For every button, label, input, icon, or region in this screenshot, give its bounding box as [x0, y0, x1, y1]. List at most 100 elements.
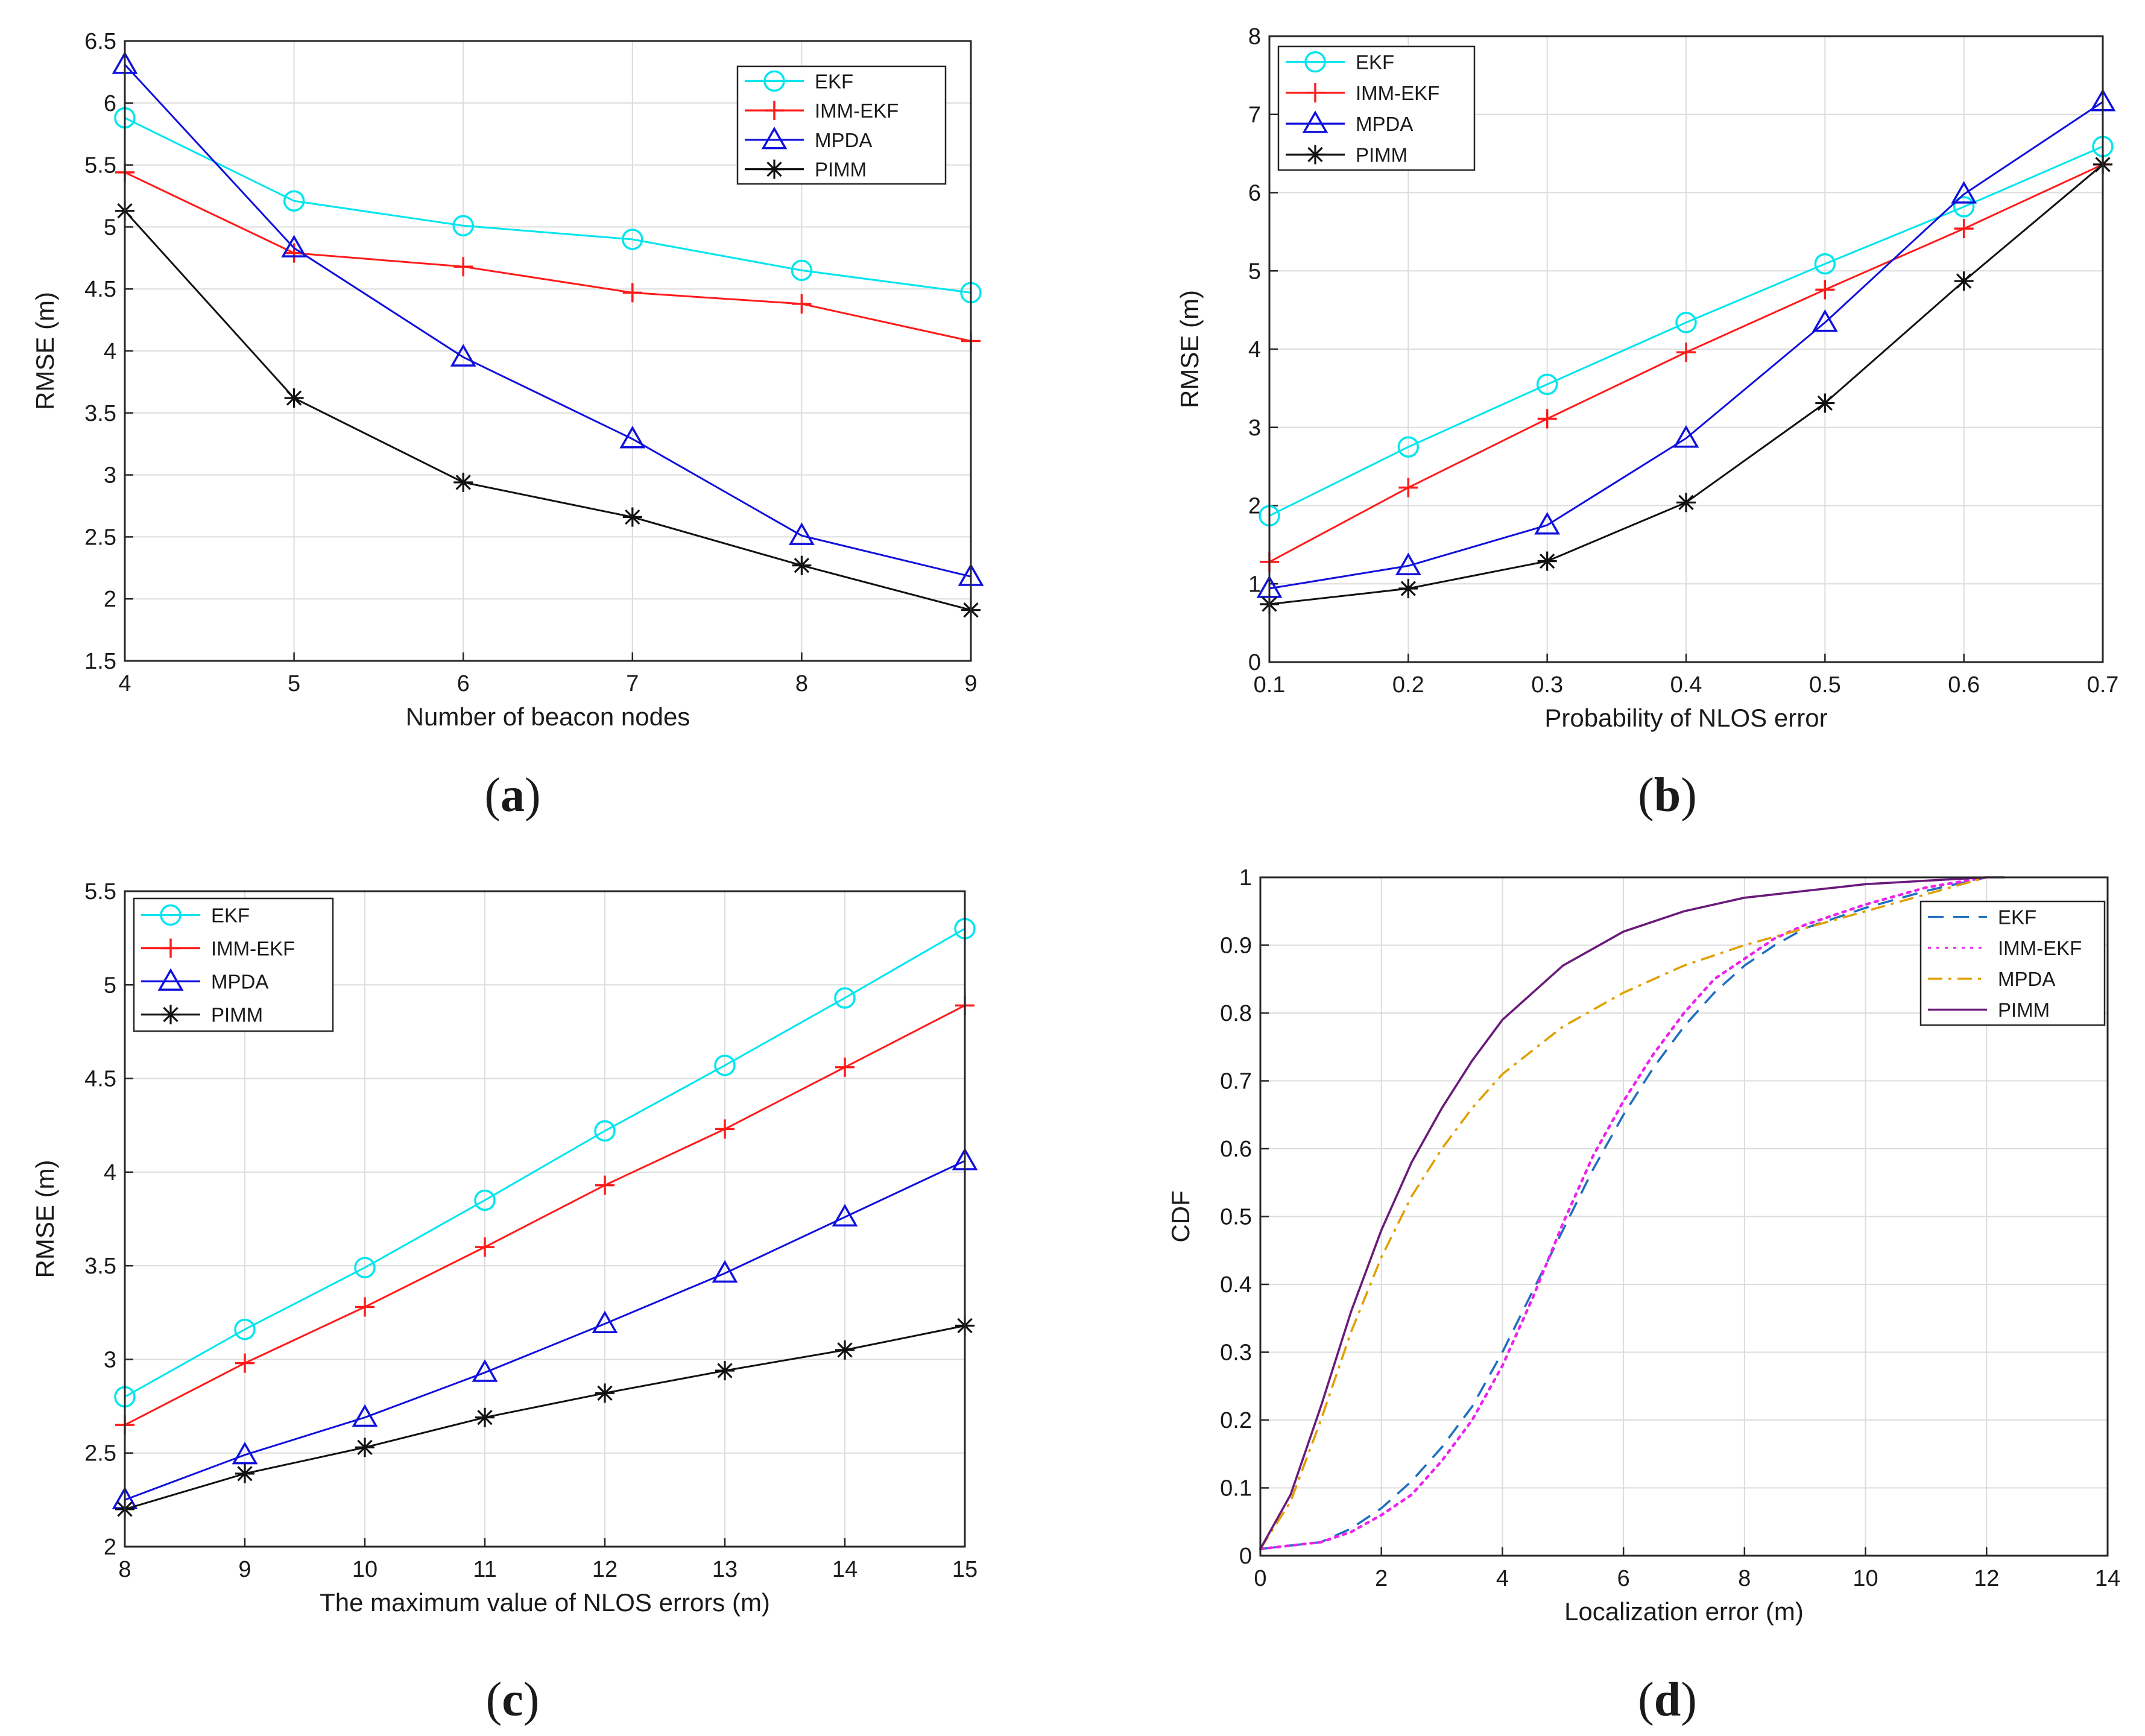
panel-b-axes-frame	[1268, 35, 2104, 663]
panel-b-series-mpda-marker	[1812, 309, 1838, 332]
panel-c-legend-label-imm-ekf: IMM-EKF	[211, 938, 295, 960]
panel-b-y-tick-label: 3	[1248, 415, 1261, 441]
panel-c-series-ekf-marker	[234, 1318, 256, 1340]
panel-a-series-pimm-line	[124, 210, 971, 611]
panel-c-y-tick-label: 3	[104, 1347, 116, 1372]
panel-c-series-pimm-marker	[235, 1463, 254, 1483]
panel-d-y-tick-label: 0	[1239, 1544, 1252, 1569]
panel-c-x-tick-label: 13	[712, 1557, 738, 1582]
panel-a-y-tick-label: 3.5	[84, 401, 116, 426]
panel-b-y-tick-label: 4	[1248, 337, 1261, 362]
panel-d-series-ekf-line	[1260, 876, 1987, 1550]
chart-panel-c: 8 9 10 11 12 13 14 15 2 2.5 3 3.5 4 4.5 5 5.5 The maximu…	[31, 879, 978, 1617]
panel-c-series-pimm-marker	[835, 1340, 855, 1360]
panel-b-y-tick-label: 6	[1248, 181, 1261, 206]
panel-b-x-tick-label: 0.5	[1809, 672, 1841, 698]
panel-b-x-tick-label: 0.4	[1670, 672, 1702, 698]
caption-c: (c)	[486, 1673, 540, 1726]
panel-a-legend-label-imm-ekf: IMM-EKF	[815, 99, 899, 122]
panel-c-legend-label-ekf: EKF	[211, 904, 250, 927]
panel-c-legend-ekf-marker	[160, 904, 182, 926]
panel-c-legend-pimm-marker	[161, 1005, 180, 1024]
panel-a-x-tick-label: 7	[626, 671, 639, 696]
panel-d-x-tick-label: 0	[1254, 1566, 1266, 1591]
caption-d: (d)	[1638, 1673, 1697, 1726]
panel-c-series-mpda-marker	[712, 1260, 738, 1283]
panel-d-x-tick-label: 4	[1496, 1566, 1509, 1591]
panel-b-x-tick-label: 0.3	[1531, 672, 1563, 698]
panel-b-legend-label-mpda: MPDA	[1356, 113, 1413, 135]
panel-d-legend-label-pimm: PIMM	[1998, 999, 2050, 1021]
panel-d-series-pimm-line	[1259, 876, 2005, 1550]
panel-c-series-ekf-marker	[834, 987, 856, 1009]
panel-a-series-ekf-line	[124, 117, 971, 294]
panel-b-series-pimm-marker	[1676, 493, 1696, 513]
panel-c-x-tick-label: 10	[352, 1557, 378, 1582]
panel-c-legend-label-pimm: PIMM	[211, 1004, 263, 1026]
panel-a-legend-label-mpda: MPDA	[815, 129, 872, 151]
panel-a-series-pimm-marker	[284, 388, 304, 408]
panel-d-y-tick-label: 0.1	[1220, 1476, 1252, 1501]
panel-a-x-tick-label: 6	[457, 671, 470, 696]
panel-b-x-tick-label: 0.6	[1948, 672, 1980, 698]
panel-d-axes-frame	[1259, 876, 2109, 1557]
panel-a-y-axis-label: RMSE (m)	[31, 292, 59, 410]
panel-a-series-pimm-marker	[622, 507, 642, 527]
panel-c-series-imm-ekf-marker	[835, 1057, 855, 1077]
panel-c-axes-frame	[124, 890, 966, 1548]
panel-a-x-tick-label: 9	[964, 671, 977, 696]
panel-c-y-tick-label: 5	[104, 973, 116, 998]
panel-c-series-mpda-marker	[592, 1310, 618, 1333]
panel-b-legend-label-ekf: EKF	[1356, 51, 1394, 74]
panel-c-series-ekf-marker	[714, 1055, 736, 1076]
panel-c-y-tick-label: 4.5	[84, 1067, 116, 1092]
panel-d-y-tick-label: 0.6	[1220, 1137, 1252, 1162]
panel-c-series-mpda-marker	[832, 1204, 858, 1226]
panel-a-series-pimm-marker	[453, 472, 473, 492]
panel-b-series-imm-ekf-marker	[1954, 219, 1974, 239]
panel-d-x-tick-label: 2	[1375, 1566, 1388, 1591]
panel-b-series-pimm-marker	[1537, 551, 1557, 571]
panel-a-series-mpda-line	[124, 64, 971, 578]
panel-a-series-mpda-marker	[450, 344, 476, 367]
panel-d-y-tick-label: 1	[1239, 865, 1252, 891]
panel-a-series-imm-ekf-marker	[622, 283, 642, 303]
panel-c-y-tick-label: 2.5	[84, 1441, 116, 1466]
panel-b-series-mpda-marker	[1395, 552, 1421, 575]
panel-b-series-pimm-marker	[1954, 271, 1974, 291]
panel-b-series-ekf-marker	[1536, 373, 1558, 396]
panel-c-series-imm-ekf-marker	[715, 1119, 734, 1139]
panel-c-y-tick-label: 3.5	[84, 1254, 116, 1279]
panel-c-series-imm-ekf-marker	[475, 1237, 494, 1257]
panel-b-series-pimm-marker	[1815, 393, 1835, 413]
panel-d-series-mpda-line	[1259, 876, 1987, 1550]
panel-a-series-ekf-marker	[791, 259, 813, 282]
panel-a-y-tick-label: 6.5	[84, 29, 116, 54]
panel-b-legend-label-pimm: PIMM	[1356, 144, 1407, 166]
panel-a-legend-box	[736, 65, 947, 185]
panel-c-series-pimm-line	[124, 1325, 965, 1510]
panel-c-series-ekf-line	[124, 927, 965, 1398]
panel-a-legend-pimm-marker	[765, 159, 784, 179]
panel-a-y-tick-label: 1.5	[84, 649, 116, 674]
panel-b-series-ekf-line	[1269, 145, 2103, 517]
panel-b-y-tick-label: 2	[1248, 494, 1261, 519]
chart-panel-b: 0.1 0.2 0.3 0.4 0.5 0.6 0.7 0 1 2 3 4 5 6 7 8 Probabilit…	[1175, 24, 2118, 732]
panel-d-x-tick-label: 12	[1974, 1566, 1999, 1591]
panel-a-legend-imm-ekf-marker	[765, 101, 784, 121]
panel-c-series-ekf-marker	[474, 1189, 496, 1211]
panel-b-series-imm-ekf-marker	[1398, 478, 1418, 497]
panel-d-legend-label-ekf: EKF	[1998, 906, 2036, 929]
panel-b-series-mpda-marker	[1534, 512, 1561, 535]
panel-b-series-ekf-marker	[1675, 312, 1697, 333]
panel-c-x-tick-label: 11	[473, 1557, 496, 1582]
panel-d-y-tick-label: 0.3	[1220, 1340, 1252, 1366]
panel-b-legend-ekf-marker	[1304, 51, 1326, 73]
panel-b-series-ekf-marker	[1397, 436, 1420, 458]
panel-d-x-tick-label: 10	[1853, 1566, 1878, 1591]
panel-a-y-tick-label: 2	[104, 587, 116, 612]
panel-b-y-tick-label: 5	[1248, 259, 1261, 284]
panel-b-legend-imm-ekf-marker	[1306, 83, 1325, 103]
